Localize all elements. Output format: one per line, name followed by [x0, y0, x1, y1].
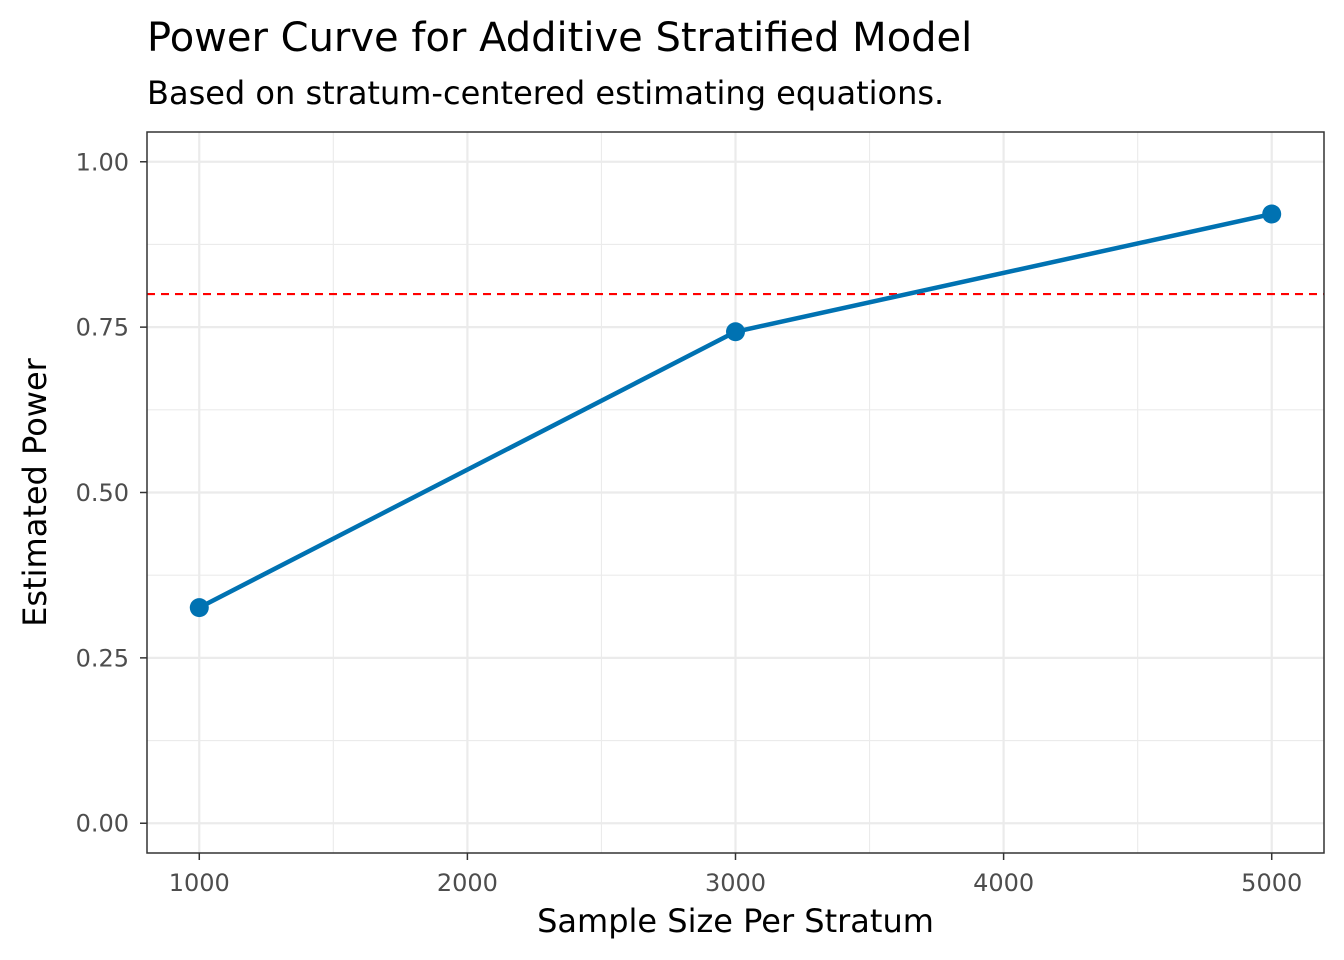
x-tick-labels: 1000 2000 3000 4000 5000 [169, 869, 1303, 897]
y-tick-label: 0.25 [76, 644, 129, 672]
chart-subtitle: Based on stratum-centered estimating equ… [147, 74, 944, 112]
y-tick-labels: 0.00 0.25 0.50 0.75 1.00 [76, 148, 129, 837]
series-layer [189, 204, 1282, 618]
data-point [1262, 204, 1282, 224]
y-axis-title: Estimated Power [16, 357, 54, 626]
x-tick-label: 2000 [437, 869, 498, 897]
x-tick-label: 5000 [1241, 869, 1302, 897]
y-tick-label: 0.75 [76, 314, 129, 342]
data-point [189, 598, 209, 618]
x-tick-label: 3000 [705, 869, 766, 897]
data-point [726, 322, 745, 342]
axis-ticks [140, 161, 1273, 860]
y-tick-label: 0.50 [76, 479, 129, 507]
x-axis-title: Sample Size Per Stratum [537, 902, 934, 940]
y-tick-label: 1.00 [76, 148, 129, 176]
major-gridlines [147, 132, 1324, 853]
x-tick-label: 4000 [973, 869, 1034, 897]
chart-title: Power Curve for Additive Stratified Mode… [147, 15, 972, 61]
x-tick-label: 1000 [169, 869, 230, 897]
y-tick-label: 0.00 [76, 810, 129, 838]
